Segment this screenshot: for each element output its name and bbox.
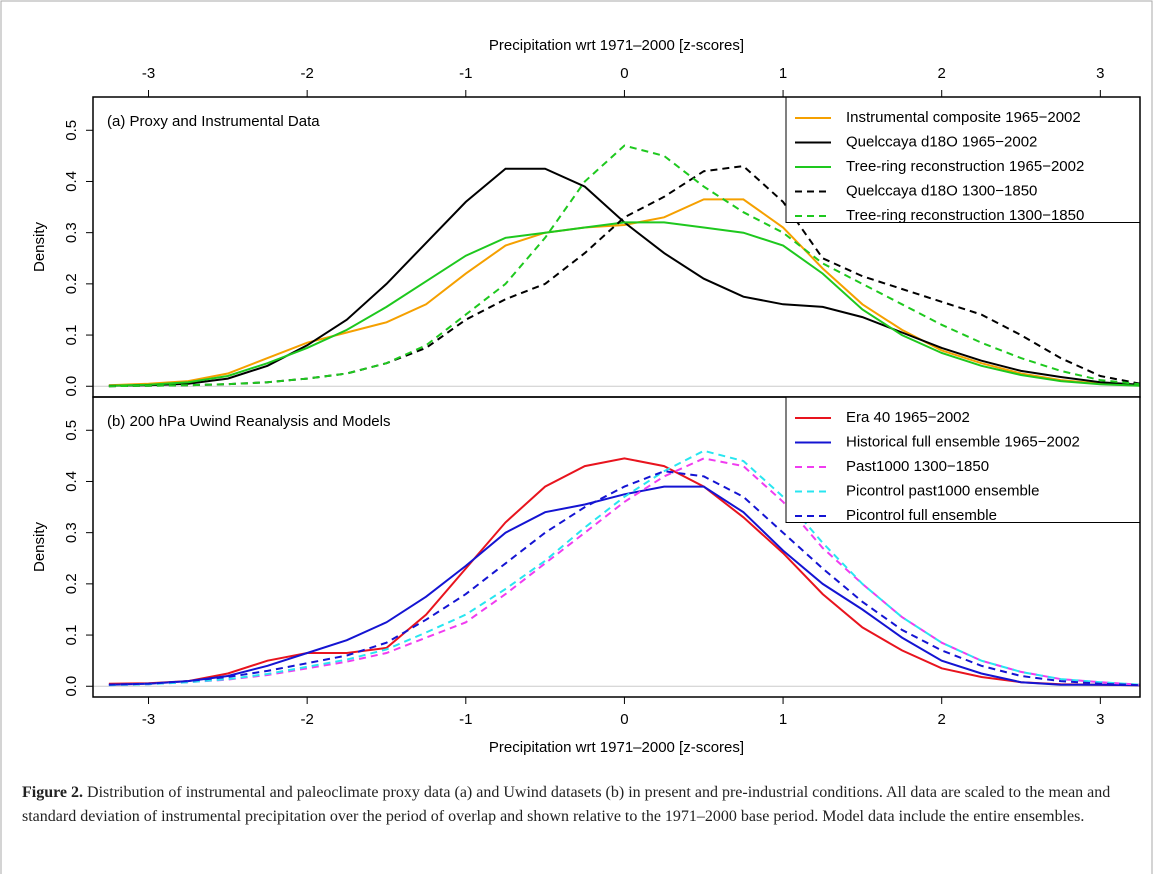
x-tick-label: 3 bbox=[1096, 711, 1104, 728]
legend-label: Picontrol full ensemble bbox=[846, 507, 997, 524]
x-axis-label: Precipitation wrt 1971–2000 [z-scores] bbox=[489, 37, 744, 54]
density-line bbox=[108, 457, 1140, 687]
legend-label: Era 40 1965−2002 bbox=[846, 409, 970, 426]
caption-label: Figure 2. bbox=[22, 784, 84, 801]
y-tick-label: 0.0 bbox=[63, 376, 80, 397]
y-tick-label: 0.4 bbox=[63, 171, 80, 192]
y-tick-label: 0.5 bbox=[63, 420, 80, 441]
y-tick-label: 0.5 bbox=[63, 120, 80, 141]
y-tick-label: 0.3 bbox=[63, 522, 80, 543]
legend-label: Quelccaya d18O 1300−1850 bbox=[846, 182, 1037, 199]
y-axis-label: Density bbox=[31, 221, 48, 272]
density-line bbox=[108, 470, 1140, 687]
y-tick-label: 0.2 bbox=[63, 573, 80, 594]
legend-label: Instrumental composite 1965−2002 bbox=[846, 109, 1081, 126]
caption-text: Distribution of instrumental and paleocl… bbox=[22, 784, 1111, 825]
y-tick-label: 0.3 bbox=[63, 222, 80, 243]
density-line bbox=[108, 485, 1140, 687]
legend-label: Tree-ring reconstruction 1300−1850 bbox=[846, 207, 1084, 224]
legend-box bbox=[785, 396, 1141, 523]
y-tick-label: 0.2 bbox=[63, 273, 80, 294]
x-tick-label: -2 bbox=[300, 65, 313, 82]
x-tick-label: -1 bbox=[459, 711, 472, 728]
legend-label: Quelccaya d18O 1965−2002 bbox=[846, 133, 1037, 150]
y-tick-label: 0.1 bbox=[63, 325, 80, 346]
x-tick-label: -2 bbox=[300, 711, 313, 728]
density-line bbox=[108, 457, 1140, 687]
x-axis-label: Precipitation wrt 1971–2000 [z-scores] bbox=[489, 739, 744, 756]
panel-label: (b) 200 hPa Uwind Reanalysis and Models bbox=[107, 413, 390, 430]
legend-label: Past1000 1300−1850 bbox=[846, 458, 989, 475]
density-line bbox=[108, 198, 1140, 387]
density-line bbox=[108, 449, 1140, 687]
plot-box bbox=[92, 396, 1141, 698]
legend-label: Picontrol past1000 ensemble bbox=[846, 482, 1039, 499]
legend-label: Historical full ensemble 1965−2002 bbox=[846, 433, 1080, 450]
x-tick-label: 1 bbox=[779, 711, 787, 728]
legend-label: Tree-ring reconstruction 1965−2002 bbox=[846, 158, 1084, 175]
x-tick-label: -1 bbox=[459, 65, 472, 82]
x-tick-label: 2 bbox=[938, 711, 946, 728]
y-tick-label: 0.0 bbox=[63, 676, 80, 697]
x-tick-label: 2 bbox=[938, 65, 946, 82]
x-tick-label: 3 bbox=[1096, 65, 1104, 82]
x-tick-label: 1 bbox=[779, 65, 787, 82]
density-line bbox=[108, 144, 1140, 388]
x-tick-label: 0 bbox=[620, 65, 628, 82]
panel-label: (a) Proxy and Instrumental Data bbox=[107, 113, 320, 130]
y-axis-label: Density bbox=[31, 521, 48, 572]
y-tick-label: 0.4 bbox=[63, 471, 80, 492]
density-line bbox=[108, 221, 1140, 387]
x-tick-label: 0 bbox=[620, 711, 628, 728]
caption: Figure 2. Distribution of instrumental a… bbox=[22, 781, 1132, 829]
x-tick-label: -3 bbox=[142, 65, 155, 82]
x-tick-label: -3 bbox=[142, 711, 155, 728]
y-tick-label: 0.1 bbox=[63, 625, 80, 646]
